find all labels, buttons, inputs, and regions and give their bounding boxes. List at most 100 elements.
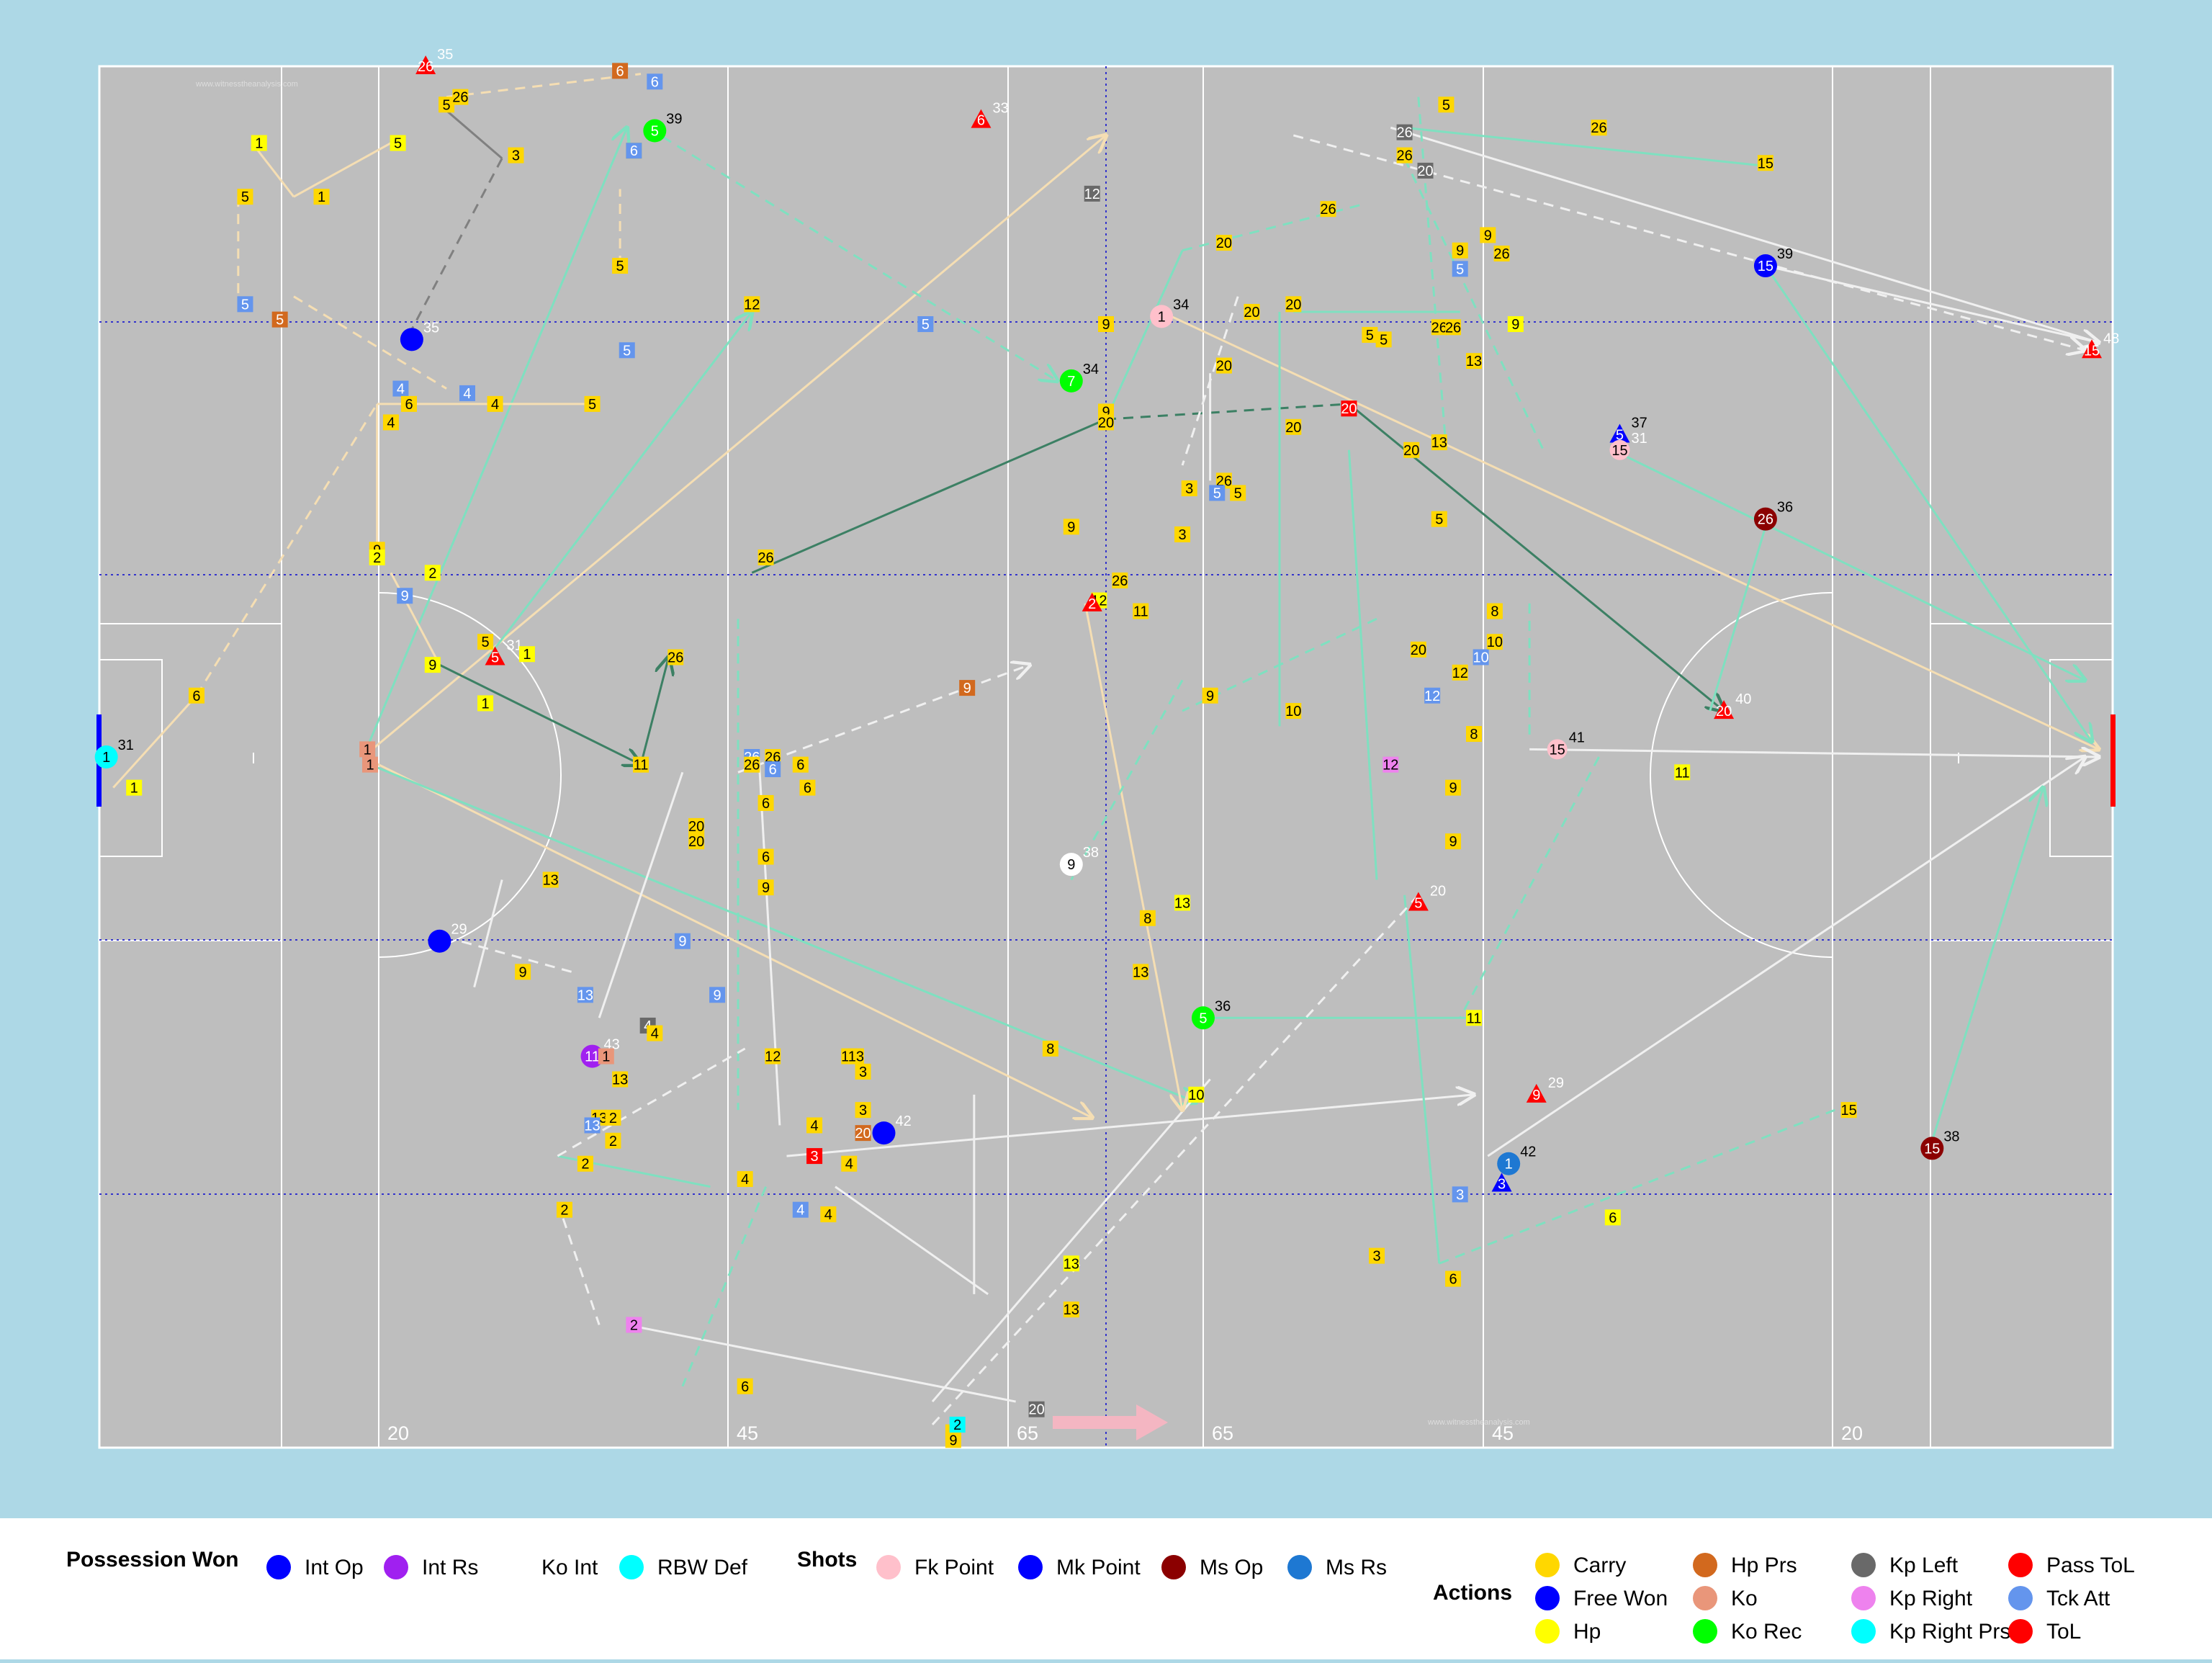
action-point-122: 5 36 (1191, 998, 1231, 1030)
action-point-26: 5 (584, 395, 601, 413)
point-number: 20 (1417, 163, 1433, 179)
legend-label: ToL (2046, 1620, 2081, 1644)
legend-label: Ko (1731, 1587, 1758, 1610)
point-number: 4 (796, 1203, 804, 1219)
point-number: 26 (1431, 320, 1447, 336)
action-point-46: 9 (1098, 316, 1114, 333)
action-point-14: 6 (647, 73, 663, 90)
legend-label: Int Rs (422, 1556, 478, 1579)
point-number: 12 (744, 297, 760, 313)
action-point-4: 5 (237, 189, 253, 205)
point-marker (688, 817, 705, 834)
point-number: 9 (1067, 519, 1075, 535)
point-number: 5 (1442, 97, 1450, 113)
point-marker (744, 756, 760, 773)
point-marker (1431, 319, 1447, 336)
point-marker (477, 634, 494, 650)
point-marker (577, 1155, 593, 1172)
point-marker (1497, 1152, 1521, 1175)
point-marker (369, 549, 385, 565)
action-point-83: 26 (1431, 319, 1447, 336)
distance-label-0: 20 (387, 1422, 409, 1444)
action-point-6: 5 (390, 135, 406, 152)
action-point-66: 20 (1215, 357, 1232, 375)
action-point-12: 3 (508, 147, 524, 164)
action-line-47 (446, 73, 642, 99)
point-number: 6 (630, 143, 638, 159)
legend-label: Mk Point (1056, 1556, 1141, 1579)
action-point-139: 9 (757, 879, 774, 896)
point-number: 2 (560, 1203, 568, 1219)
action-point-125: 13 (1064, 1255, 1079, 1272)
legend-label: Kp Right Prs (1889, 1620, 2010, 1644)
point-marker (799, 779, 816, 796)
point-marker (485, 646, 505, 665)
point-marker (1431, 511, 1447, 527)
point-marker (1042, 1040, 1058, 1057)
action-point-144: 9 (515, 964, 531, 980)
point-marker (765, 749, 781, 765)
point-number: 5 (1380, 332, 1388, 348)
point-marker (1285, 296, 1302, 313)
action-point-138: 6 (757, 848, 774, 866)
point-number: 15 (1758, 259, 1773, 274)
point-marker (1757, 155, 1773, 171)
point-number: 5 (1213, 485, 1221, 501)
point-number: 9 (714, 987, 721, 1003)
action-line-6 (487, 312, 752, 658)
point-marker (855, 1125, 871, 1142)
point-marker (271, 311, 288, 328)
point-marker (1369, 1247, 1385, 1264)
point-number: 5 (394, 136, 402, 152)
point-marker (477, 695, 494, 712)
point-marker (848, 1048, 864, 1064)
action-point-162: 13 (584, 1117, 601, 1134)
action-point-165: 4 (806, 1117, 823, 1134)
point-number: 15 (1611, 443, 1627, 459)
action-line-4 (439, 663, 641, 765)
point-marker (1285, 703, 1302, 720)
action-point-71: 5 (1375, 331, 1392, 348)
point-marker (1215, 357, 1232, 374)
point-marker (1063, 1255, 1079, 1272)
point-marker (1028, 1401, 1045, 1417)
action-point-84: 26 (1445, 319, 1461, 336)
action-point-110: 1 42 (1497, 1144, 1536, 1175)
action-point-72: 26 (1396, 124, 1413, 141)
point-number: 1 (318, 189, 325, 205)
point-number: 15 (2084, 343, 2100, 359)
point-marker (1507, 316, 1524, 333)
point-marker (1591, 120, 1607, 136)
point-number: 26 (757, 550, 773, 566)
watermark-bottom: www.witnesstheanalysis.com (1427, 1418, 1530, 1427)
action-point-41: 12 (744, 296, 760, 313)
point-number: 4 (491, 397, 499, 413)
action-line-41 (293, 295, 447, 390)
point-number: 20 (855, 1126, 871, 1142)
legend-label: Kp Right (1889, 1587, 1973, 1610)
action-point-63: 20 (1244, 303, 1260, 321)
action-point-53: 5 (1209, 485, 1226, 501)
action-line-65 (1403, 158, 1545, 451)
action-line-45 (293, 142, 392, 198)
action-point-75: 5 (1438, 97, 1455, 113)
action-point-141: 20 (688, 833, 704, 850)
action-point-106: 9 (1445, 833, 1462, 850)
point-tag: 37 (1631, 415, 1647, 431)
legend-swatch (2008, 1553, 2033, 1577)
point-marker (841, 1155, 858, 1172)
point-marker (633, 756, 649, 773)
point-marker (1452, 242, 1468, 259)
point-number: 26 (1493, 246, 1509, 262)
action-point-168: 4 (737, 1171, 753, 1188)
point-number: 13 (1431, 435, 1447, 451)
point-number: 6 (796, 758, 804, 774)
action-point-107: 5 20 (1408, 883, 1446, 911)
point-marker (452, 89, 469, 105)
action-point-82: 5 (1452, 261, 1468, 277)
legend-label: Tck Att (2046, 1587, 2110, 1610)
point-marker (1059, 853, 1083, 877)
action-line-1 (361, 127, 626, 758)
point-tag: 34 (1173, 297, 1189, 313)
